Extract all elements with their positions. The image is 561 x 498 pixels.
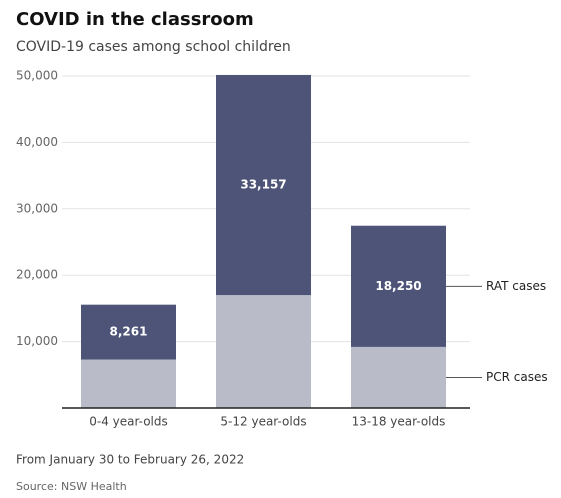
chart-source: Source: NSW Health	[16, 480, 127, 493]
y-tick-label: 40,000	[16, 135, 58, 149]
bar-segment	[81, 304, 176, 360]
x-tick-label: 5-12 year-olds	[220, 415, 306, 429]
y-tick-label: 50,000	[16, 69, 58, 83]
chart-subtitle: COVID-19 cases among school children	[16, 39, 291, 55]
value-label: 18,250	[375, 279, 421, 293]
bar-segment	[216, 295, 311, 408]
y-tick-label: 20,000	[16, 268, 58, 282]
x-tick-label: 13-18 year-olds	[352, 415, 446, 429]
x-tick-label: 0-4 year-olds	[89, 415, 168, 429]
y-tick-label: 10,000	[16, 334, 58, 348]
value-label: 8,261	[110, 325, 148, 339]
legend-label: RAT cases	[486, 279, 546, 293]
legend-label: PCR cases	[486, 370, 548, 384]
bar-segment	[81, 359, 176, 408]
y-tick-label: 30,000	[16, 201, 58, 215]
bar-segment	[351, 225, 446, 347]
bar-segment	[216, 74, 311, 296]
chart-title: COVID in the classroom	[16, 9, 254, 30]
bar-segment	[351, 346, 446, 408]
chart-note: From January 30 to February 26, 2022	[16, 453, 244, 467]
value-label: 33,157	[240, 178, 286, 192]
